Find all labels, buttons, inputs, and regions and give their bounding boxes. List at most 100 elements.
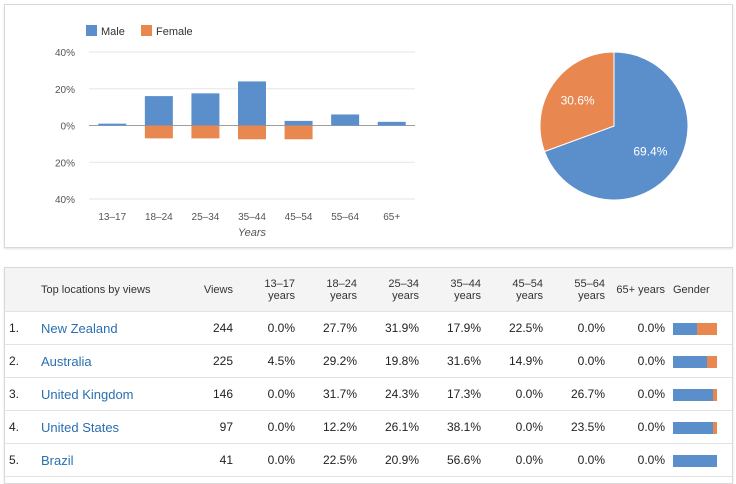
bar-male	[377, 121, 406, 126]
age-share-cell: 0.0%	[237, 410, 299, 444]
views-cell: 225	[189, 344, 237, 378]
gender-bar	[673, 355, 717, 368]
age-share-cell: 56.6%	[423, 443, 485, 477]
gender-bar-male	[673, 322, 697, 335]
age-13-17-header: 13–17 years	[237, 268, 299, 312]
y-tick-label: 40%	[55, 195, 75, 206]
bar-male	[238, 81, 266, 126]
y-tick-label: 20%	[55, 85, 75, 96]
age-share-cell: 14.9%	[485, 344, 547, 378]
legend-swatch-male	[86, 25, 97, 36]
age-share-cell: 31.6%	[423, 344, 485, 378]
gender-bar-male	[673, 388, 713, 401]
age-share-cell: 0.0%	[237, 311, 299, 345]
legend-label-male: Male	[101, 26, 125, 38]
age-share-cell: 0.0%	[485, 410, 547, 444]
age-share-cell: 26.1%	[361, 410, 423, 444]
age-share-cell: 0.0%	[609, 344, 669, 378]
rank: 3.	[5, 377, 37, 411]
y-tick-label: 20%	[55, 158, 75, 169]
age-share-cell: 19.8%	[361, 344, 423, 378]
age-share-cell: 0.0%	[237, 377, 299, 411]
x-tick-label: 25–34	[192, 212, 220, 223]
x-tick-label: 18–24	[145, 212, 173, 223]
age-share-cell: 17.3%	[423, 377, 485, 411]
age-share-cell: 12.2%	[299, 410, 361, 444]
age-45-54-header: 45–54 years	[485, 268, 547, 312]
age-share-cell: 38.1%	[423, 410, 485, 444]
top-locations-table: Top locations by views Views 13–17 years…	[5, 268, 732, 477]
age-65-plus-header: 65+ years	[609, 268, 669, 312]
age-share-cell: 0.0%	[485, 443, 547, 477]
age-share-cell: 0.0%	[547, 344, 609, 378]
age-share-cell: 0.0%	[609, 377, 669, 411]
pie-label-female: 30.6%	[561, 94, 595, 108]
gender-bar-male	[673, 454, 717, 467]
legend-swatch-female	[141, 25, 152, 36]
location-link[interactable]: United States	[41, 419, 120, 435]
bar-male	[331, 114, 360, 126]
views-cell: 41	[189, 443, 237, 477]
legend-label-female: Female	[156, 26, 193, 38]
pie-slice-female	[539, 51, 615, 153]
bar-female	[191, 125, 220, 139]
pie-label-male: 69.4%	[633, 144, 667, 158]
y-tick-label: 40%	[55, 48, 75, 59]
bar-male	[98, 123, 127, 126]
bar-male	[144, 96, 173, 126]
age-55-64-header: 55–64 years	[547, 268, 609, 312]
gender-bar	[673, 322, 717, 335]
age-share-cell: 22.5%	[299, 443, 361, 477]
age-share-cell: 4.5%	[237, 344, 299, 378]
table-row: 3. United Kingdom 146 0.0% 31.7% 24.3% 17.3% 0.…	[5, 377, 732, 411]
y-tick-label: 0%	[61, 122, 76, 133]
age-share-cell: 29.2%	[299, 344, 361, 378]
bar-male	[191, 93, 220, 126]
gender-bar-male	[673, 355, 707, 368]
age-share-cell: 27.7%	[299, 311, 361, 345]
x-tick-label: 45–54	[285, 212, 313, 223]
demographics-charts: Male Female 40% 20% 0% 20% 40% 13–17 18–24 25–34 3…	[55, 25, 689, 239]
bar-female	[144, 125, 173, 139]
location-link[interactable]: Brazil	[41, 452, 74, 468]
rank-header	[5, 268, 37, 312]
gender-bar	[673, 388, 717, 401]
rank: 2.	[5, 344, 37, 378]
location-link[interactable]: Australia	[41, 353, 92, 369]
age-share-cell: 26.7%	[547, 377, 609, 411]
table-row: 1. New Zealand 244 0.0% 27.7% 31.9% 17.9% 22.5%…	[5, 311, 732, 345]
rank: 4.	[5, 410, 37, 444]
gender-bar-female	[707, 355, 717, 368]
age-share-cell: 31.9%	[361, 311, 423, 345]
age-share-cell: 0.0%	[609, 443, 669, 477]
views-cell: 146	[189, 377, 237, 411]
bar-female	[284, 125, 313, 140]
age-share-cell: 0.0%	[547, 443, 609, 477]
rank: 5.	[5, 443, 37, 477]
table-row: 4. United States 97 0.0% 12.2% 26.1% 38.1% 0.0%…	[5, 410, 732, 444]
x-tick-label: 65+	[383, 212, 400, 223]
x-tick-label: 13–17	[98, 212, 126, 223]
gender-bar-female	[713, 388, 717, 401]
location-link[interactable]: United Kingdom	[41, 386, 134, 402]
age-share-cell: 31.7%	[299, 377, 361, 411]
demographics-chart-card: Male Female 40% 20% 0% 20% 40% 13–17 18–24 25–34 3…	[4, 4, 733, 248]
age-18-24-header: 18–24 years	[299, 268, 361, 312]
age-share-cell: 0.0%	[237, 443, 299, 477]
table-header-row: Top locations by views Views 13–17 years…	[5, 268, 732, 312]
pie-slice-male	[543, 51, 689, 201]
age-share-cell: 0.0%	[485, 377, 547, 411]
age-share-cell: 24.3%	[361, 377, 423, 411]
gender-bar-female	[697, 322, 717, 335]
age-share-cell: 20.9%	[361, 443, 423, 477]
views-header: Views	[189, 268, 237, 312]
age-25-34-header: 25–34 years	[361, 268, 423, 312]
location-link[interactable]: New Zealand	[41, 320, 118, 336]
gender-bar-female	[713, 421, 717, 434]
age-share-cell: 23.5%	[547, 410, 609, 444]
views-cell: 244	[189, 311, 237, 345]
bar-female	[238, 125, 266, 140]
gender-bar-male	[673, 421, 713, 434]
bar-male	[284, 120, 313, 126]
age-share-cell: 0.0%	[547, 311, 609, 345]
